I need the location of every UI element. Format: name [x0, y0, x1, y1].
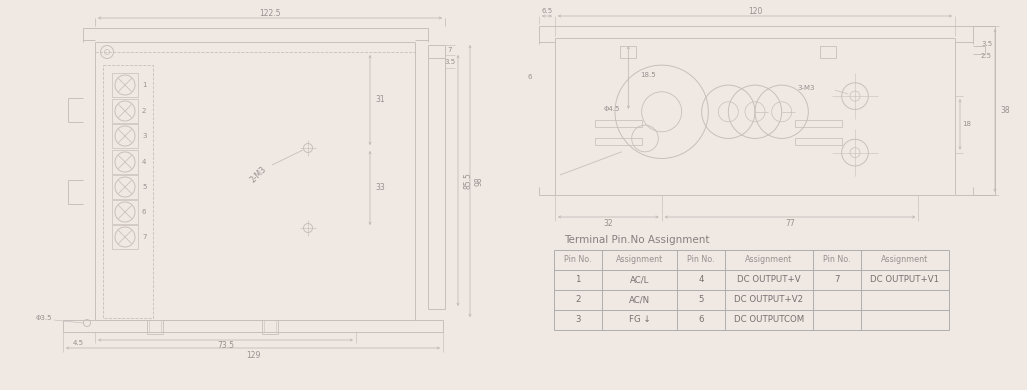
Text: DC OUTPUT+V2: DC OUTPUT+V2	[734, 296, 803, 305]
Text: 4.5: 4.5	[73, 340, 83, 346]
Text: FG ↓: FG ↓	[629, 316, 650, 324]
Text: 98: 98	[474, 176, 484, 186]
Text: 38: 38	[1000, 106, 1010, 115]
Text: 3: 3	[142, 133, 147, 139]
Text: Pin No.: Pin No.	[687, 255, 715, 264]
Bar	[595, 138, 642, 145]
Text: 33: 33	[375, 184, 385, 193]
Text: DC OUTPUTCOM: DC OUTPUTCOM	[734, 316, 804, 324]
Bar	[821, 46, 836, 58]
Text: 2: 2	[575, 296, 580, 305]
Text: AC/N: AC/N	[629, 296, 650, 305]
Text: 3.5: 3.5	[981, 41, 992, 47]
Text: 85.5: 85.5	[463, 172, 472, 189]
Bar	[795, 138, 842, 145]
Text: 7: 7	[834, 275, 840, 284]
Text: 3: 3	[575, 316, 580, 324]
Bar	[595, 120, 642, 127]
Text: 7: 7	[448, 47, 452, 53]
Text: 5: 5	[698, 296, 703, 305]
Text: 3-M3: 3-M3	[798, 85, 815, 91]
Text: 18: 18	[962, 121, 972, 128]
Text: 32: 32	[604, 218, 613, 227]
Text: Assignment: Assignment	[746, 255, 793, 264]
Bar	[112, 200, 138, 224]
Text: 6: 6	[142, 209, 147, 215]
Text: 3.5: 3.5	[445, 59, 456, 65]
Text: 2: 2	[142, 108, 147, 114]
Text: Φ3.5: Φ3.5	[36, 315, 52, 321]
Text: Assignment: Assignment	[616, 255, 663, 264]
Text: Assignment: Assignment	[881, 255, 928, 264]
Text: 7: 7	[142, 234, 147, 240]
Text: 4: 4	[142, 159, 147, 165]
Text: 6: 6	[528, 74, 532, 80]
Text: AC/L: AC/L	[630, 275, 649, 284]
Text: Pin No.: Pin No.	[564, 255, 592, 264]
Text: 5: 5	[142, 184, 147, 190]
Text: 1: 1	[575, 275, 580, 284]
Text: DC OUTPUT+V: DC OUTPUT+V	[737, 275, 801, 284]
Text: 4: 4	[698, 275, 703, 284]
Text: 120: 120	[748, 7, 762, 16]
Text: 2.5: 2.5	[981, 53, 992, 59]
Text: 18.5: 18.5	[641, 72, 656, 78]
Text: Pin No.: Pin No.	[824, 255, 850, 264]
Text: 6: 6	[698, 316, 703, 324]
Text: 2-M3: 2-M3	[249, 165, 268, 185]
Text: 77: 77	[785, 218, 795, 227]
Bar	[620, 46, 637, 58]
Text: 122.5: 122.5	[259, 9, 280, 18]
Bar	[112, 99, 138, 123]
Bar	[112, 73, 138, 97]
Text: 6.5: 6.5	[541, 8, 553, 14]
Bar	[103, 65, 153, 318]
Bar	[112, 175, 138, 199]
Bar	[112, 124, 138, 148]
Bar	[112, 150, 138, 174]
Text: DC OUTPUT+V1: DC OUTPUT+V1	[871, 275, 940, 284]
Text: 31: 31	[375, 96, 385, 105]
Text: 1: 1	[142, 82, 147, 88]
Text: Terminal Pin.No Assignment: Terminal Pin.No Assignment	[564, 235, 710, 245]
Text: Φ4.5: Φ4.5	[604, 106, 620, 112]
Text: 73.5: 73.5	[217, 340, 234, 349]
Text: 129: 129	[245, 351, 260, 360]
Bar	[112, 225, 138, 249]
Bar	[795, 120, 842, 127]
